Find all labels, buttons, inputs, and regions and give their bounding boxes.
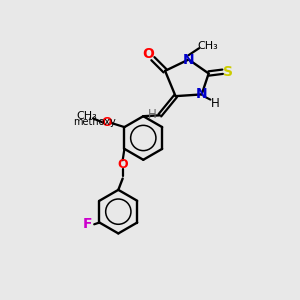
- Text: N: N: [196, 87, 208, 101]
- Text: methoxy: methoxy: [74, 117, 116, 127]
- Text: H: H: [148, 108, 156, 121]
- Text: F: F: [82, 217, 92, 231]
- Text: N: N: [183, 52, 194, 67]
- Text: O: O: [117, 158, 128, 171]
- Text: S: S: [223, 65, 233, 79]
- Text: CH₃: CH₃: [197, 40, 218, 51]
- Text: CH₃: CH₃: [76, 111, 97, 121]
- Text: O: O: [102, 116, 112, 129]
- Text: H: H: [211, 97, 220, 110]
- Text: O: O: [142, 47, 154, 61]
